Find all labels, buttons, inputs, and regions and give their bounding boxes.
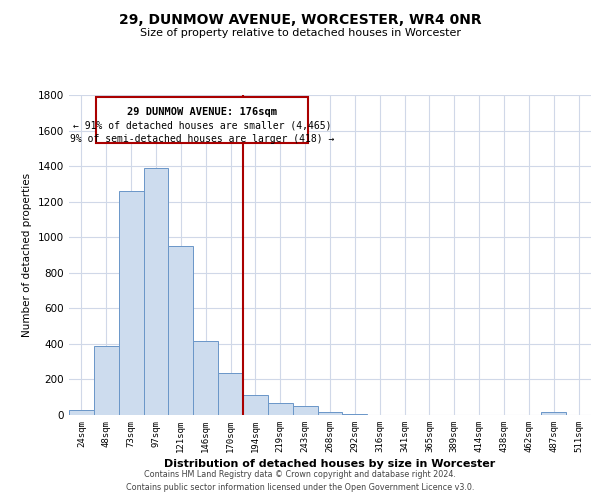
Bar (243, 396, 268, 415)
Bar (541, 412, 566, 415)
X-axis label: Distribution of detached houses by size in Worcester: Distribution of detached houses by size … (164, 459, 496, 469)
Bar (119, 191, 143, 415)
Bar (268, 404, 293, 415)
Bar (293, 406, 317, 415)
Bar (69, 410, 94, 415)
Text: 29, DUNMOW AVENUE, WORCESTER, WR4 0NR: 29, DUNMOW AVENUE, WORCESTER, WR4 0NR (119, 12, 481, 26)
Text: 9% of semi-detached houses are larger (418) →: 9% of semi-detached houses are larger (4… (70, 134, 334, 144)
Bar (143, 168, 169, 415)
Y-axis label: Number of detached properties: Number of detached properties (22, 173, 32, 337)
Text: Size of property relative to detached houses in Worcester: Size of property relative to detached ho… (139, 28, 461, 38)
Text: 29 DUNMOW AVENUE: 176sqm: 29 DUNMOW AVENUE: 176sqm (127, 106, 277, 117)
Bar (218, 373, 243, 415)
Bar (94, 346, 119, 415)
Text: ← 91% of detached houses are smaller (4,465): ← 91% of detached houses are smaller (4,… (73, 120, 331, 130)
Bar (193, 341, 218, 415)
Bar (343, 414, 367, 415)
Bar (169, 246, 193, 415)
FancyBboxPatch shape (97, 97, 308, 143)
Text: Contains HM Land Registry data © Crown copyright and database right 2024.
Contai: Contains HM Land Registry data © Crown c… (126, 470, 474, 492)
Bar (317, 412, 343, 415)
